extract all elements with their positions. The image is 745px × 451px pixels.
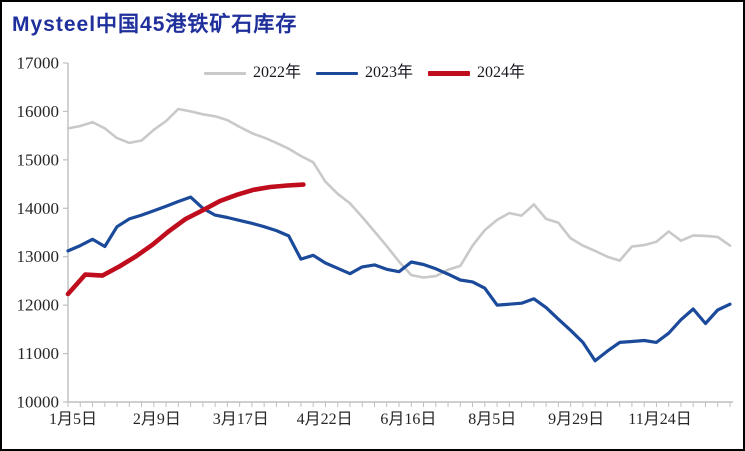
- legend-item-2023[interactable]: 2023年: [316, 65, 413, 81]
- y-tick-label: 11000: [17, 344, 59, 363]
- legend: 2022年 2023年 2024年: [204, 62, 525, 84]
- legend-item-2024[interactable]: 2024年: [428, 65, 525, 81]
- x-tick-label: 6月16日: [380, 411, 436, 428]
- x-tick-label: 2月9日: [133, 411, 181, 428]
- y-tick-label: 17000: [17, 54, 60, 73]
- legend-label-2023: 2023年: [365, 64, 414, 81]
- y-tick-label: 14000: [17, 199, 60, 218]
- x-tick-label: 4月22日: [297, 411, 353, 428]
- y-tick-label: 13000: [17, 247, 60, 266]
- legend-item-2022[interactable]: 2022年: [204, 65, 301, 81]
- legend-label-2022: 2022年: [253, 64, 302, 81]
- legend-label-2024: 2024年: [477, 64, 526, 81]
- x-tick-label: 1月5日: [49, 411, 97, 428]
- chart-title: Mysteel中国45港铁矿石库存: [12, 13, 298, 36]
- x-tick-label: 3月17日: [213, 411, 269, 428]
- legend-line-swatch-2022: [204, 71, 246, 75]
- series-line-2022年: [66, 107, 732, 279]
- y-tick-label: 12000: [17, 296, 60, 315]
- x-tick-label: 8月5日: [468, 411, 516, 428]
- y-tick-label: 15000: [17, 150, 60, 169]
- x-tick-label: 11月24日: [628, 411, 691, 428]
- legend-line-swatch-2023: [316, 71, 359, 75]
- y-tick-label: 10000: [17, 393, 60, 412]
- series-line-2023年: [66, 195, 732, 363]
- y-tick-label: 16000: [17, 102, 60, 121]
- x-tick-label: 9月29日: [548, 411, 604, 428]
- legend-line-swatch-2024: [428, 70, 471, 76]
- series-line-2024年: [65, 182, 306, 297]
